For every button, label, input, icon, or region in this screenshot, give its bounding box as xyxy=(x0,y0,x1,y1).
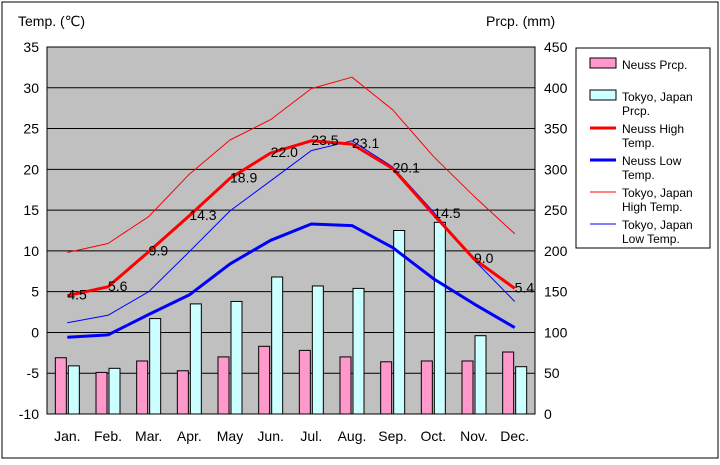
left-tick-label: 0 xyxy=(31,324,39,340)
data-label: 5.6 xyxy=(108,278,128,294)
precip-bar xyxy=(311,285,324,415)
right-tick-label: 250 xyxy=(544,202,568,218)
x-tick-label: May xyxy=(217,428,243,444)
data-label: 9.0 xyxy=(474,250,494,266)
plot-border xyxy=(46,46,536,415)
left-tick-label: 15 xyxy=(23,202,39,218)
data-label: 9.9 xyxy=(149,243,169,259)
legend-label: High Temp. xyxy=(622,200,682,214)
legend-label: Prcp. xyxy=(622,104,650,118)
x-tick-label: Oct. xyxy=(420,428,446,444)
left-tick-label: 10 xyxy=(23,243,39,259)
x-tick-label: Jan. xyxy=(54,428,80,444)
precip-bar xyxy=(54,357,67,415)
data-label: 14.3 xyxy=(189,207,216,223)
x-tick-label: Jun. xyxy=(257,428,283,444)
plot-background xyxy=(47,47,535,414)
precip-bar xyxy=(352,287,365,415)
precip-bar xyxy=(339,356,352,415)
left-tick-label: 20 xyxy=(23,161,39,177)
data-label: 20.1 xyxy=(393,160,420,176)
left-axis-title: Temp. (℃) xyxy=(18,13,85,29)
left-tick-label: 35 xyxy=(23,39,39,55)
x-tick-label: Apr. xyxy=(177,428,202,444)
left-tick-label: 5 xyxy=(31,284,39,300)
precip-bar xyxy=(108,367,121,415)
precip-bar xyxy=(474,335,487,415)
precip-bar xyxy=(189,303,202,415)
precip-bar xyxy=(149,318,162,415)
precip-bar xyxy=(461,360,474,415)
legend-label: Low Temp. xyxy=(622,232,680,246)
data-label: 23.5 xyxy=(311,132,338,148)
legend-label: Neuss High xyxy=(622,122,684,136)
x-tick-label: Nov. xyxy=(460,428,488,444)
legend-swatch xyxy=(589,89,617,101)
x-tick-label: Sep. xyxy=(378,428,407,444)
precip-bar xyxy=(515,366,528,415)
x-tick-label: Aug. xyxy=(338,428,367,444)
precip-bar xyxy=(393,230,406,415)
precip-bar xyxy=(230,300,243,415)
precip-bar xyxy=(176,370,189,415)
precip-bar xyxy=(67,365,80,415)
temperature-line xyxy=(67,76,516,253)
x-tick-label: Mar. xyxy=(135,428,162,444)
right-axis-title: Prcp. (mm) xyxy=(486,13,555,29)
left-tick-label: 25 xyxy=(23,121,39,137)
legend-label: Neuss Prcp. xyxy=(622,58,687,72)
precip-bar xyxy=(420,360,433,415)
right-tick-label: 0 xyxy=(544,406,552,422)
precip-bar xyxy=(95,371,108,415)
precip-bar xyxy=(136,360,149,415)
precip-bar xyxy=(217,356,230,415)
right-tick-label: 300 xyxy=(544,161,568,177)
data-label: 23.1 xyxy=(352,135,379,151)
x-tick-label: Feb. xyxy=(94,428,122,444)
legend-label: Tokyo, Japan xyxy=(622,218,693,232)
bars-layer xyxy=(54,221,528,415)
precip-bar xyxy=(433,221,446,415)
precip-bar xyxy=(380,361,393,415)
data-label: 4.5 xyxy=(67,287,87,303)
x-tick-label: Jul. xyxy=(300,428,322,444)
labels-layer: 4.5 5.6 9.9 14.3 18.9 22.0 23.5 23.1 20.1 14.5 9.0… xyxy=(67,132,534,303)
legend-label: Tokyo, Japan xyxy=(622,90,693,104)
data-label: 14.5 xyxy=(433,205,460,221)
right-tick-label: 200 xyxy=(544,243,568,259)
data-label: 18.9 xyxy=(230,169,257,185)
left-tick-label: 30 xyxy=(23,80,39,96)
right-tick-label: 50 xyxy=(544,365,560,381)
temperature-line xyxy=(67,222,516,339)
plot-area xyxy=(46,46,536,415)
legend-swatch xyxy=(589,57,617,69)
precip-bar xyxy=(271,276,284,415)
lines-layer xyxy=(66,76,516,339)
legend-box xyxy=(575,47,711,249)
precip-bar xyxy=(502,351,515,415)
right-tick-label: 150 xyxy=(544,284,568,300)
right-tick-label: 400 xyxy=(544,80,568,96)
precip-bar xyxy=(298,349,311,415)
legend-label: Temp. xyxy=(622,136,655,150)
legend-label: Temp. xyxy=(622,168,655,182)
data-label: 5.4 xyxy=(515,279,535,295)
legend-label: Tokyo, Japan xyxy=(622,186,693,200)
temperature-line xyxy=(66,139,516,298)
x-tick-label: Dec. xyxy=(500,428,529,444)
left-tick-label: -10 xyxy=(19,406,39,422)
right-tick-label: 100 xyxy=(544,324,568,340)
right-tick-label: 350 xyxy=(544,121,568,137)
data-label: 22.0 xyxy=(271,144,298,160)
left-tick-label: -5 xyxy=(27,365,40,381)
right-tick-label: 450 xyxy=(544,39,568,55)
legend-label: Neuss Low xyxy=(622,154,682,168)
precip-bar xyxy=(258,345,271,415)
axes-layer: Temp. (℃) Prcp. (mm) 35302520151050-5-10… xyxy=(18,13,568,444)
